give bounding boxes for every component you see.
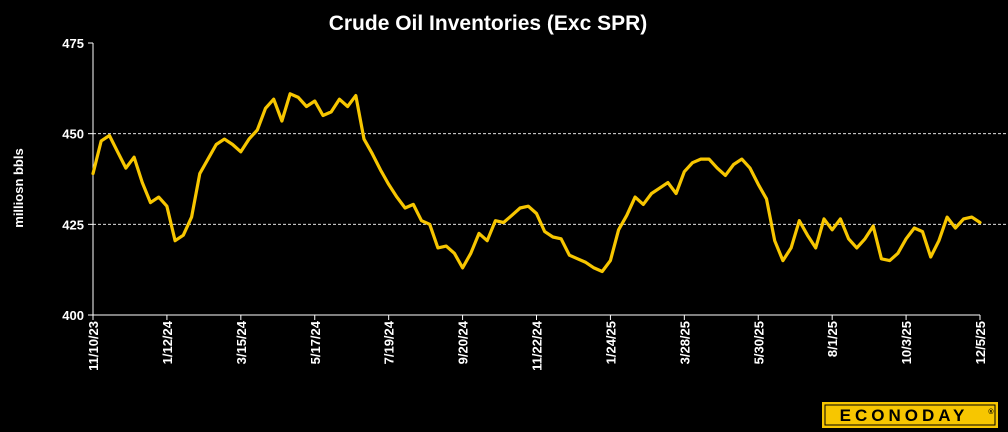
x-tick-label: 12/5/25 bbox=[973, 321, 988, 364]
y-tick-label: 475 bbox=[62, 36, 84, 51]
y-tick-label: 450 bbox=[62, 127, 84, 142]
x-tick-labels: 11/10/23 1/12/24 3/15/24 5/17/24 7/19/24 9/20… bbox=[86, 320, 988, 371]
x-tick-label: 1/12/24 bbox=[160, 320, 175, 364]
y-tick-labels: 400 425 450 475 bbox=[62, 36, 84, 323]
logo-inner-border bbox=[824, 404, 996, 426]
series-line bbox=[91, 92, 982, 274]
econoday-logo: ECONODAY ® bbox=[822, 402, 998, 428]
logo-text: ECONODAY bbox=[840, 406, 969, 425]
x-tick-label: 10/3/25 bbox=[899, 321, 914, 364]
gridlines bbox=[93, 133, 1006, 225]
y-tick-label: 425 bbox=[62, 217, 84, 232]
y-tick-label: 400 bbox=[62, 308, 84, 323]
logo-background bbox=[822, 402, 998, 428]
x-tick-label: 3/28/25 bbox=[677, 321, 692, 364]
x-tick-label: 5/17/24 bbox=[308, 320, 323, 364]
x-tick-label: 5/30/25 bbox=[751, 321, 766, 364]
x-tick-label: 11/10/23 bbox=[86, 321, 101, 371]
x-tick-label: 3/15/24 bbox=[234, 320, 249, 364]
x-tick-label: 1/24/25 bbox=[603, 321, 618, 364]
x-tick-label: 8/1/25 bbox=[825, 321, 840, 357]
x-tick-label: 9/20/24 bbox=[456, 320, 471, 364]
y-axis-label: milliosn bbls bbox=[11, 148, 26, 227]
chart-title: Crude Oil Inventories (Exc SPR) bbox=[329, 12, 648, 35]
logo-trademark: ® bbox=[988, 408, 994, 416]
x-tick-label: 7/19/24 bbox=[382, 320, 397, 364]
x-tick-label: 11/22/24 bbox=[530, 320, 545, 371]
axes bbox=[88, 42, 981, 320]
